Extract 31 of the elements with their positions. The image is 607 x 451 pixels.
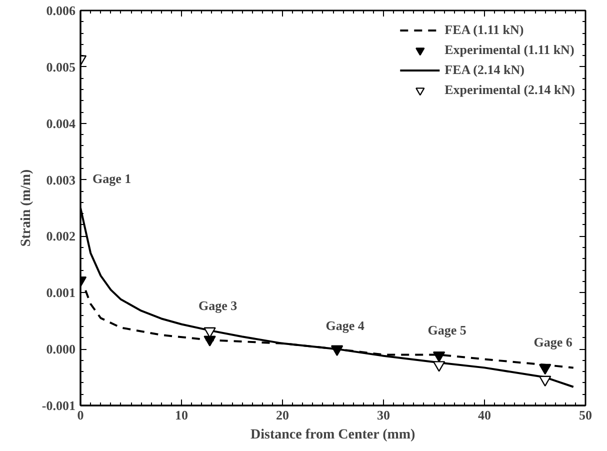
y-tick-label: 0.000 — [46, 342, 76, 357]
x-tick-label: 30 — [377, 408, 390, 422]
annotation: Gage 3 — [198, 298, 238, 314]
y-tick-label: -0.001 — [42, 398, 76, 413]
x-axis-title: Distance from Center (mm) — [250, 428, 416, 442]
point — [204, 336, 216, 346]
annotation: Gage 5 — [428, 322, 467, 338]
point — [539, 364, 552, 375]
x-tick-label: 50 — [579, 408, 592, 422]
point — [204, 327, 216, 338]
y-axis-title: Strain (m/m) — [18, 168, 34, 247]
annotation: Gage 4 — [326, 318, 365, 333]
x-tick-label: 0 — [77, 408, 84, 422]
point — [432, 361, 446, 372]
legend-label: Experimental (2.14 kN) — [444, 82, 575, 98]
annotation: Gage 6 — [534, 334, 573, 350]
point — [432, 352, 446, 362]
y-tick-label: 0.005 — [46, 59, 76, 74]
x-tick-label: 10 — [175, 408, 188, 422]
legend-label: FEA (1.11 kN) — [444, 22, 524, 38]
y-tick-label: 0.003 — [46, 172, 76, 188]
x-tick-label: 20 — [276, 408, 289, 422]
x-tick-label: 40 — [478, 408, 491, 422]
y-tick-label: 0.006 — [46, 3, 76, 18]
legend-label: FEA (2.14 kN) — [444, 62, 524, 78]
point — [539, 376, 552, 386]
legend-label: Experimental (1.11 kN) — [444, 42, 574, 58]
y-tick-label: 0.002 — [46, 228, 76, 244]
annotation: Gage 1 — [92, 171, 132, 186]
y-tick-label: 0.004 — [46, 116, 76, 131]
y-tick-label: 0.001 — [46, 285, 76, 300]
